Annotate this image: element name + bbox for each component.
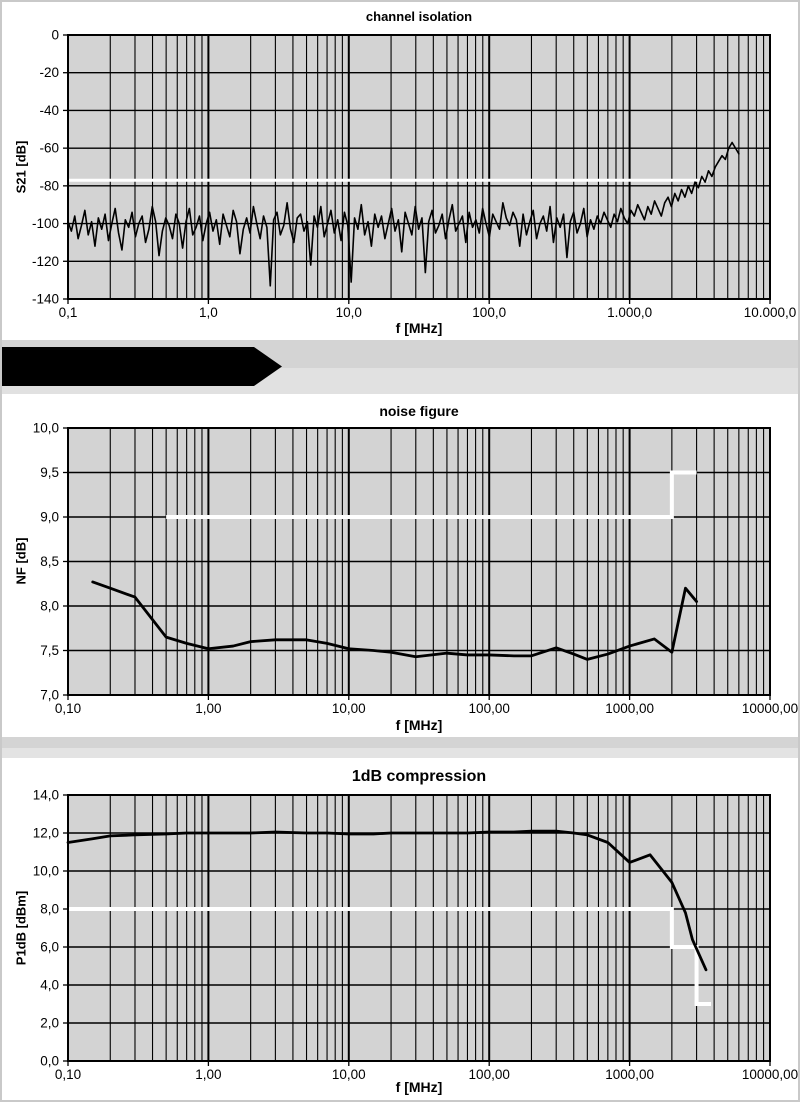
x-tick-label: 100,00 [469,1067,510,1082]
limit-line [166,470,697,519]
y-tick-label: 12,0 [33,826,59,841]
chart-title-1db-compression: 1dB compression [351,768,487,785]
plot-border [67,794,771,1062]
y-tick-label: 8,0 [40,599,59,614]
x-tick-label: 1.000,0 [607,305,652,320]
x-axis-label-f-mhz: f [MHz] [395,1079,443,1095]
y-tick-label: 8,5 [40,554,59,569]
x-tick-label: 0,1 [59,305,78,320]
x-tick-label: 100,00 [469,701,510,716]
plot-area [68,35,770,299]
x-tick-label: 10,00 [332,701,366,716]
y-tick-label: 0 [51,28,59,43]
x-tick-label: 1000,00 [605,701,654,716]
y-tick-label: 0,0 [40,1054,59,1069]
y-tick-label: -140 [32,292,59,307]
x-axis-label-f-mhz: f [MHz] [395,320,443,336]
plot-border [67,34,771,300]
separator-band-dark [2,737,798,748]
y-tick-label: 10,0 [33,421,59,436]
y-tick-label: -120 [32,254,59,269]
x-tick-label: 10,00 [332,1067,366,1082]
y-tick-label: -80 [39,178,59,193]
plot-area [68,795,770,1061]
x-tick-label: 10,0 [336,305,362,320]
y-tick-label: 4,0 [40,978,59,993]
x-tick-label: 1000,00 [605,1067,654,1082]
y-axis-label-s21: S21 [dB] [13,140,29,194]
y-axis-label-nf: NF [dB] [13,537,29,585]
y-tick-label: -40 [39,103,59,118]
y-tick-label: 10,0 [33,864,59,879]
x-tick-label: 10000,00 [742,1067,798,1082]
y-tick-label: 7,0 [40,688,59,703]
y-tick-label: -100 [32,216,59,231]
data-trace [67,141,740,287]
data-trace [66,829,708,972]
x-tick-label: 0,10 [55,701,81,716]
y-tick-label: 14,0 [33,788,59,803]
x-tick-label: 1,0 [199,305,218,320]
x-tick-label: 100,0 [472,305,506,320]
limit-line [68,907,712,1006]
y-tick-label: 6,0 [40,940,59,955]
data-trace [91,580,698,661]
y-tick-label: -60 [39,141,59,156]
plot-border [67,427,771,696]
y-tick-label: 7,5 [40,643,59,658]
y-tick-label: 2,0 [40,1016,59,1031]
y-tick-label: 8,0 [40,902,59,917]
separator-band-light [2,748,798,758]
x-tick-label: 0,10 [55,1067,81,1082]
chart-title-channel-isolation: channel isolation [365,9,473,24]
y-tick-label: -20 [39,65,59,80]
x-axis-label-f-mhz: f [MHz] [395,717,443,733]
y-axis-label-p1db: P1dB [dBm] [13,890,29,966]
x-tick-label: 10000,00 [742,701,798,716]
x-tick-label: 1,00 [195,701,221,716]
x-tick-label: 1,00 [195,1067,221,1082]
redacted-banner-arrow [2,347,282,386]
y-tick-label: 9,0 [40,510,59,525]
x-tick-label: 10.000,0 [744,305,797,320]
chart-title-noise-figure: noise figure [379,403,459,419]
y-tick-label: 9,5 [40,465,59,480]
